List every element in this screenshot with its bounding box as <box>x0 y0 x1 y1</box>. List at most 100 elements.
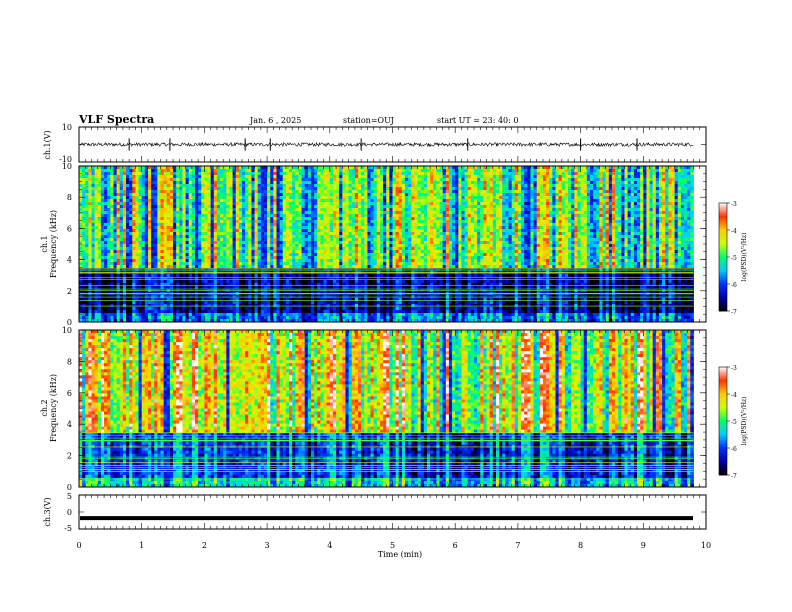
spectrogram-cell <box>101 247 105 250</box>
spectrogram-cell <box>273 256 277 259</box>
spectrogram-cell <box>311 244 315 247</box>
spectrogram-cell <box>292 166 296 169</box>
spectrogram-cell <box>248 166 252 169</box>
spectrogram-cell <box>342 223 346 226</box>
spectrogram-cell <box>107 241 111 244</box>
spectrogram-cell <box>173 247 177 250</box>
spectrogram-cell <box>208 268 212 271</box>
spectrogram-cell <box>154 310 158 313</box>
spectrogram-cell <box>345 280 349 283</box>
spectrogram-cell <box>201 289 205 292</box>
spectrogram-cell <box>302 181 306 184</box>
spectrogram-cell <box>117 235 121 238</box>
spectrogram-cell <box>308 232 312 235</box>
spectrogram-cell <box>95 169 99 172</box>
spectrogram-cell <box>339 226 343 229</box>
spectrogram-cell <box>277 181 281 184</box>
spectrogram-cell <box>308 211 312 214</box>
spectrogram-cell <box>255 238 259 241</box>
spectrogram-cell <box>229 256 233 259</box>
spectrogram-cell <box>302 199 306 202</box>
ch1-spectrogram-panel: 0246810 ch.1 Frequency (kHz) -3-4-5-6-7l… <box>40 162 748 327</box>
spectrogram-cell <box>104 229 108 232</box>
spectrogram-cell <box>248 247 252 250</box>
spectrogram-cell <box>204 295 208 298</box>
spectrogram-cell <box>258 295 262 298</box>
spectrogram-cell <box>142 253 146 256</box>
spectrogram-cell <box>267 295 271 298</box>
spectrogram-cell <box>245 175 249 178</box>
spectrogram-cell <box>349 253 353 256</box>
spectrogram-cell <box>79 208 83 211</box>
spectrogram-cell <box>195 235 199 238</box>
spectrogram-cell <box>327 265 331 268</box>
spectrogram-cell <box>214 229 218 232</box>
spectrogram-cell <box>248 196 252 199</box>
spectrogram-cell <box>258 235 262 238</box>
spectrogram-cell <box>267 247 271 250</box>
spectrogram-cell <box>148 202 152 205</box>
spectrogram-cell <box>336 265 340 268</box>
spectrogram-cell <box>283 202 287 205</box>
spectrogram-cell <box>164 199 168 202</box>
spectrogram-cell <box>88 181 92 184</box>
spectrogram-cell <box>280 190 284 193</box>
spectrogram-cell <box>110 307 114 310</box>
spectrogram-cell <box>85 220 89 223</box>
spectrogram-cell <box>189 295 193 298</box>
spectrogram-cell <box>226 241 230 244</box>
spectrogram-cell <box>195 253 199 256</box>
spectrogram-cell <box>107 232 111 235</box>
spectrogram-cell <box>204 211 208 214</box>
spectrogram-cell <box>204 175 208 178</box>
spectrogram-cell <box>255 274 259 277</box>
spectrogram-cell <box>308 280 312 283</box>
spectrogram-cell <box>161 295 165 298</box>
spectrogram-cell <box>110 301 114 304</box>
spectrogram-cell <box>113 205 117 208</box>
spectrogram-cell <box>264 256 268 259</box>
spectrogram-cell <box>192 196 196 199</box>
spectrogram-cell <box>327 178 331 181</box>
spectrogram-cell <box>85 256 89 259</box>
spectrogram-cell <box>349 190 353 193</box>
spectrogram-cell <box>286 217 290 220</box>
spectrogram-cell <box>302 223 306 226</box>
spectrogram-cell <box>342 187 346 190</box>
spectrogram-cell <box>229 193 233 196</box>
spectrogram-cell <box>120 313 124 316</box>
spectrogram-cell <box>314 256 318 259</box>
spectrogram-cell <box>211 175 215 178</box>
spectrogram-cell <box>280 259 284 262</box>
spectrogram-cell <box>214 214 218 217</box>
spectrogram-cell <box>123 247 127 250</box>
spectrogram-cell <box>349 187 353 190</box>
spectrogram-cell <box>286 205 290 208</box>
spectrogram-cell <box>336 289 340 292</box>
spectrogram-cell <box>135 244 139 247</box>
spectrogram-cell <box>104 202 108 205</box>
spectrogram-cell <box>117 199 121 202</box>
spectrogram-cell <box>167 262 171 265</box>
spectrogram-cell <box>135 169 139 172</box>
spectrogram-cell <box>98 253 102 256</box>
spectrogram-cell <box>226 295 230 298</box>
spectrogram-cell <box>333 265 337 268</box>
spectrogram-cell <box>236 175 240 178</box>
spectrogram-cell <box>311 178 315 181</box>
spectrogram-cell <box>123 235 127 238</box>
spectrogram-cell <box>101 310 105 313</box>
spectrogram-cell <box>151 205 155 208</box>
spectrogram-cell <box>320 187 324 190</box>
spectrogram-cell <box>154 214 158 217</box>
spectrogram-cell <box>320 181 324 184</box>
spectrogram-cell <box>223 196 227 199</box>
spectrogram-cell <box>302 232 306 235</box>
spectrogram-cell <box>214 169 218 172</box>
spectrogram-cell <box>308 253 312 256</box>
spectrogram-cell <box>164 262 168 265</box>
spectrogram-cell <box>345 256 349 259</box>
spectrogram-cell <box>217 313 221 316</box>
spectrogram-cell <box>349 229 353 232</box>
spectrogram-cell <box>223 199 227 202</box>
